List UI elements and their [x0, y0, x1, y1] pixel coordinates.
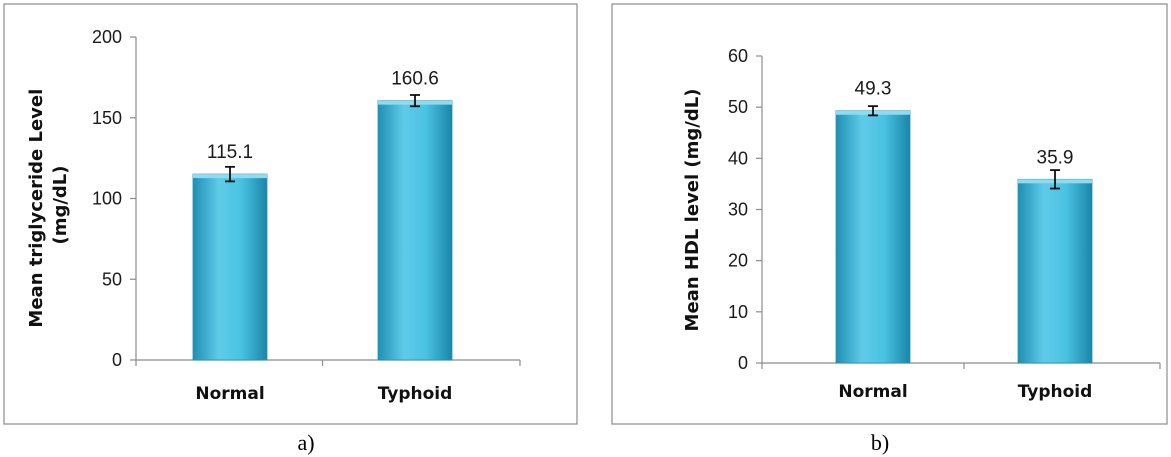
chart-a-category-label: Normal: [195, 384, 264, 404]
chart-a-bar-typhoid: [377, 100, 453, 361]
chart-a-y-axis-title: Mean triglyceride Level (mg/dL): [26, 82, 71, 327]
chart-a-y-tick-label: 150: [92, 108, 122, 128]
chart-b-data-label: 49.3: [855, 79, 892, 100]
chart-a-y-tick-label: 200: [92, 27, 122, 47]
chart-a-frame: [3, 3, 578, 425]
chart-a-y-axis-title-line1: Mean triglyceride Level: [26, 89, 47, 328]
chart-a: 0 50 100 150 200 115.1 Normal 160.6 Typhoid: [92, 27, 521, 404]
chart-a-y-axis-title-line2: (mg/dL): [50, 165, 71, 244]
chart-b-y-tick-label: 40: [728, 148, 748, 168]
chart-a-data-label: 160.6: [391, 69, 439, 90]
chart-b-y-tick-label: 50: [728, 97, 748, 117]
chart-b-y-axis-title: Mean HDL level (mg/dL): [682, 89, 703, 332]
chart-b-y-tick-label: 60: [728, 46, 748, 66]
chart-a-y-tick-label: 100: [92, 189, 122, 209]
chart-b-caption: b): [871, 430, 889, 455]
chart-a-caption: a): [297, 430, 314, 455]
chart-a-category-label: Typhoid: [378, 384, 453, 404]
chart-b-y-tick-label: 20: [728, 251, 748, 271]
chart-b-y-tick-label: 10: [728, 302, 748, 322]
chart-b-bar-typhoid: [1017, 178, 1093, 364]
chart-a-data-label: 115.1: [207, 142, 253, 163]
chart-a-y-tick-label: 0: [112, 350, 122, 370]
chart-b-bar-normal: [835, 110, 911, 364]
chart-b-y-tick-label: 0: [738, 353, 748, 373]
chart-b-category-label: Normal: [838, 382, 907, 402]
chart-b-data-label: 35.9: [1037, 147, 1074, 168]
chart-a-y-tick-label: 50: [102, 269, 122, 289]
chart-b: 0 10 20 30 40 50 60 49.3 Normal 35.9 Typhoid: [728, 46, 1161, 402]
chart-b-category-label: Typhoid: [1018, 382, 1093, 402]
chart-a-bar-normal: [192, 173, 268, 361]
chart-b-y-tick-label: 30: [728, 200, 748, 220]
